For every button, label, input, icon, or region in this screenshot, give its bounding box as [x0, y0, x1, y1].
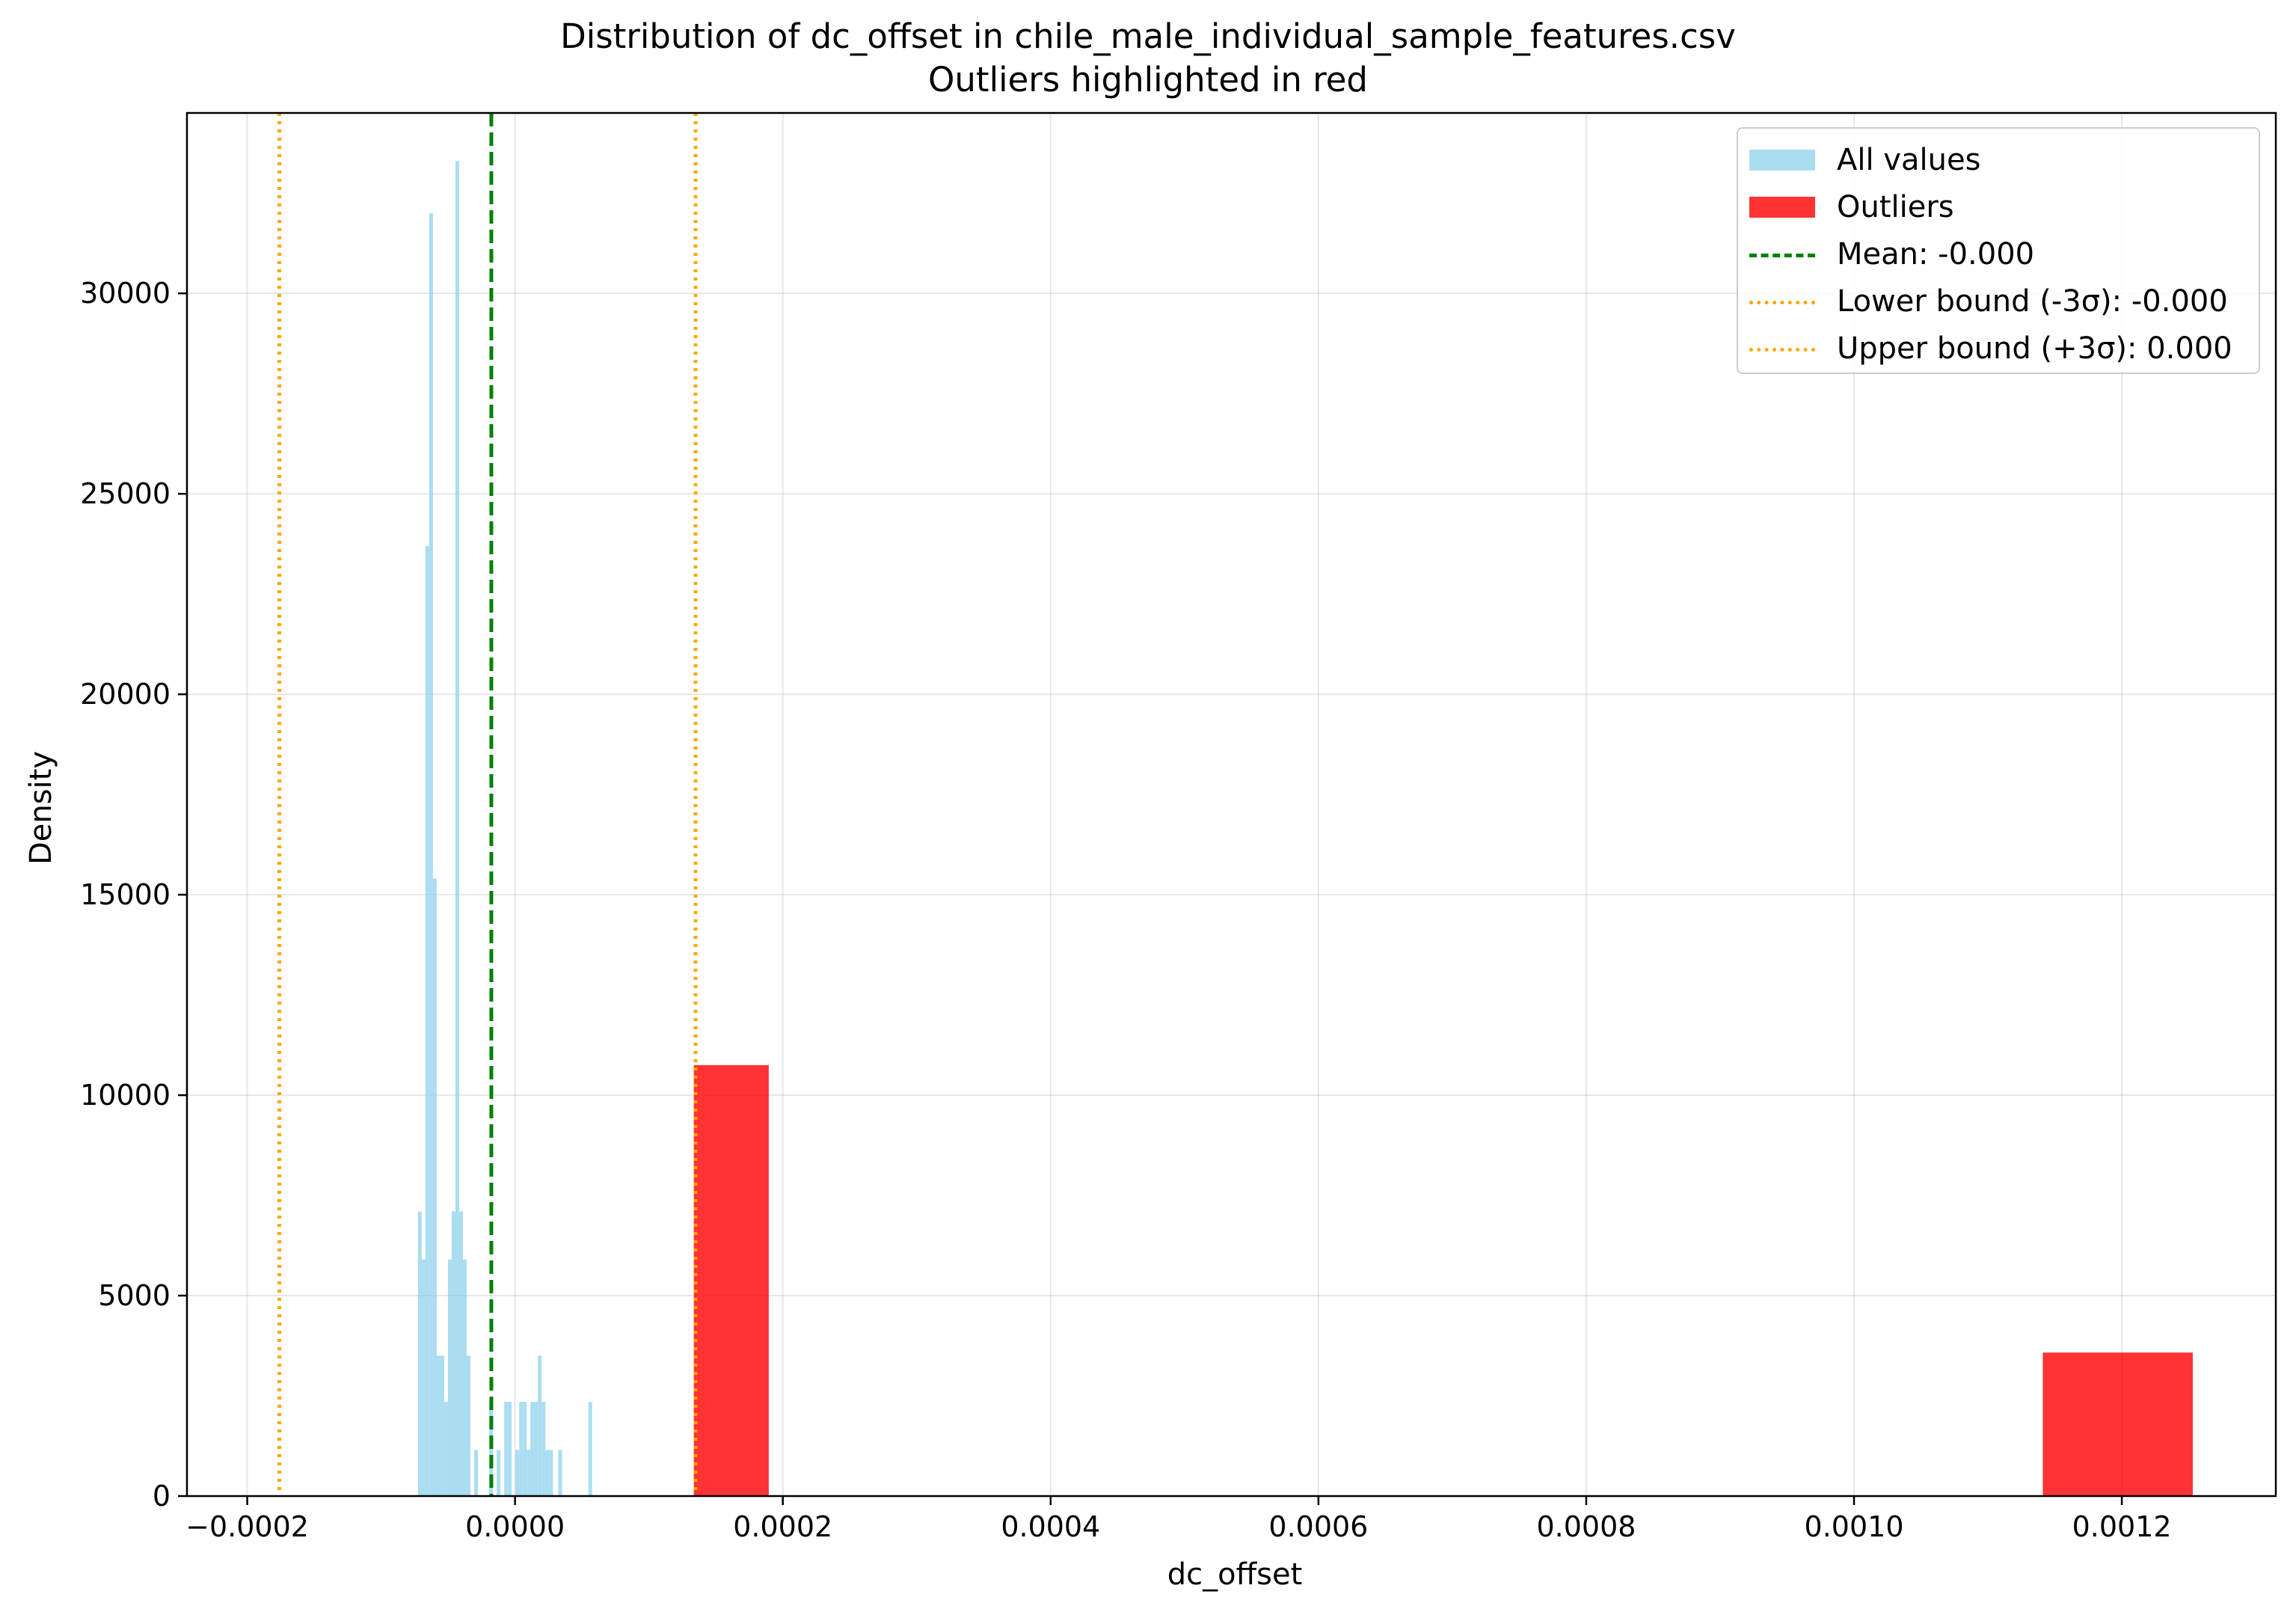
histogram-bar: [523, 1402, 527, 1496]
histogram-bar: [432, 878, 437, 1496]
histogram-bar: [436, 1355, 441, 1496]
histogram-bar: [425, 545, 429, 1496]
legend-label-outliers: Outliers: [1837, 190, 1954, 224]
histogram-bar: [474, 1450, 479, 1496]
histogram-bar: [549, 1450, 553, 1496]
histogram-bar: [545, 1450, 550, 1496]
x-tick-label: 0.0012: [2072, 1510, 2172, 1543]
legend-swatch-upper-bound: [1749, 348, 1815, 352]
legend-swatch-lower-bound: [1749, 301, 1815, 304]
histogram-bar: [462, 1259, 467, 1496]
histogram-bar: [455, 161, 459, 1496]
histogram-bar: [515, 1450, 520, 1496]
x-axis-label: dc_offset: [1167, 1557, 1303, 1592]
y-tick-label: 30000: [80, 277, 171, 310]
histogram-bar: [504, 1402, 509, 1496]
legend-item-outliers: Outliers: [1738, 185, 2262, 230]
legend-label-upper-bound: Upper bound (+3σ): 0.000: [1837, 331, 2232, 366]
histogram-bar: [530, 1402, 535, 1496]
outlier-bar: [693, 1064, 769, 1496]
histogram-bar: [558, 1450, 562, 1496]
y-tick-label: 20000: [80, 678, 171, 711]
histogram-bar: [588, 1402, 592, 1496]
x-tick-label: 0.0010: [1805, 1510, 1904, 1543]
x-tick-label: 0.0004: [1001, 1510, 1100, 1543]
histogram-bar: [534, 1402, 538, 1496]
histogram-bar: [538, 1355, 542, 1496]
chart-legend: All values Outliers Mean: -0.000 Lower b…: [1737, 127, 2260, 374]
histogram-bar: [467, 1355, 471, 1496]
histogram-bar: [429, 212, 433, 1496]
legend-swatch-all-values: [1749, 150, 1815, 171]
legend-label-all-values: All values: [1837, 143, 1981, 177]
legend-swatch-mean: [1749, 254, 1815, 257]
legend-swatch-outliers: [1749, 197, 1815, 218]
x-tick-label: 0.0000: [465, 1510, 565, 1543]
y-tick-label: 15000: [80, 878, 171, 911]
x-tick-label: 0.0002: [733, 1510, 832, 1543]
y-axis-label: Density: [24, 750, 58, 865]
y-tick-label: 10000: [80, 1079, 171, 1112]
histogram-bar: [447, 1259, 452, 1496]
legend-item-all-values: All values: [1738, 138, 2262, 183]
histogram-bar: [541, 1402, 546, 1496]
histogram-bar: [508, 1402, 512, 1496]
histogram-bar: [519, 1402, 524, 1496]
histogram-bar: [421, 1259, 426, 1496]
histogram-bar: [417, 1211, 422, 1496]
legend-item-upper-bound: Upper bound (+3σ): 0.000: [1738, 326, 2262, 371]
legend-label-mean: Mean: -0.000: [1837, 237, 2035, 272]
histogram-bar: [527, 1450, 531, 1496]
histogram-bar: [451, 1211, 455, 1496]
histogram-bar: [489, 1402, 494, 1496]
chart-title: Distribution of dc_offset in chile_male_…: [560, 16, 1736, 56]
chart-subtitle: Outliers highlighted in red: [927, 60, 1368, 99]
histogram-bar: [497, 1450, 501, 1496]
plot-frame: [185, 111, 2277, 1498]
outlier-bar: [2042, 1352, 2193, 1496]
legend-item-mean: Mean: -0.000: [1738, 232, 2262, 277]
histogram-bar: [440, 1355, 444, 1496]
y-tick-label: 25000: [80, 477, 171, 510]
x-tick-label: −0.0002: [185, 1510, 309, 1543]
y-tick-label: 0: [153, 1480, 171, 1513]
legend-item-lower-bound: Lower bound (-3σ): -0.000: [1738, 279, 2262, 324]
histogram-bar: [443, 1402, 448, 1496]
legend-label-lower-bound: Lower bound (-3σ): -0.000: [1837, 284, 2228, 319]
x-tick-label: 0.0008: [1536, 1510, 1636, 1543]
bars-group: [277, 113, 2193, 1496]
y-tick-label: 5000: [98, 1279, 171, 1312]
histogram-bar: [458, 1211, 463, 1496]
x-tick-label: 0.0006: [1268, 1510, 1368, 1543]
